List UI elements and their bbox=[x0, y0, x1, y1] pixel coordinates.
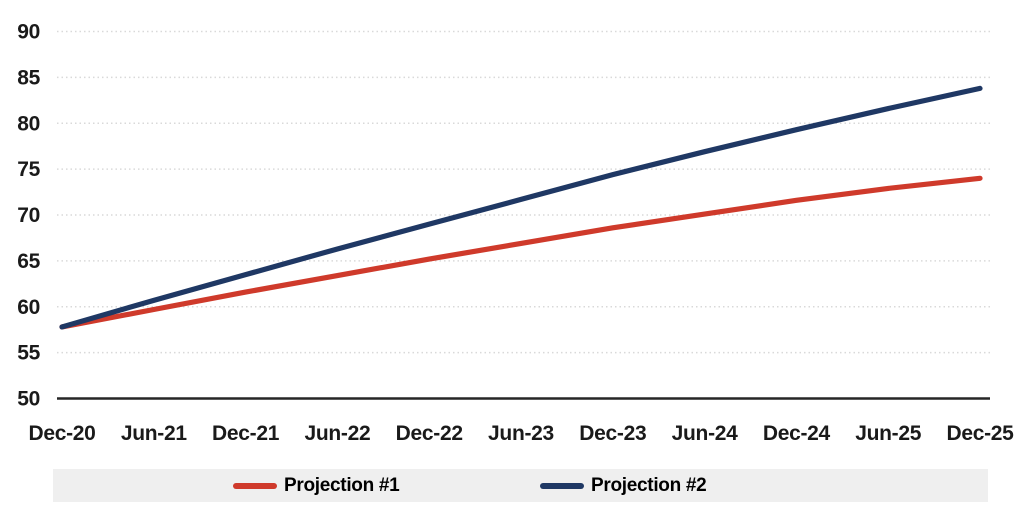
legend-swatch-projection-1 bbox=[233, 482, 277, 489]
x-axis-tick-label: Dec-23 bbox=[579, 422, 646, 445]
x-axis-tick-label: Jun-24 bbox=[672, 422, 739, 445]
line-chart-plot: 50 55 60 65 70 75 80 85 90 Dec-20 Jun-21 Dec-21 Jun-… bbox=[17, 21, 1014, 446]
y-axis-tick-label: 75 bbox=[17, 158, 40, 181]
legend-item-projection-2: Projection #2 bbox=[540, 469, 707, 502]
y-axis-tick-label: 60 bbox=[17, 296, 40, 319]
legend-label-projection-2: Projection #2 bbox=[591, 474, 707, 496]
x-axis-tick-label: Dec-24 bbox=[763, 422, 831, 445]
x-axis-tick-label: Jun-22 bbox=[304, 422, 370, 445]
y-axis-tick-label: 85 bbox=[17, 66, 40, 89]
x-axis-tick-label: Jun-25 bbox=[855, 422, 922, 445]
y-axis-tick-label: 90 bbox=[17, 21, 40, 44]
chart-legend: Projection #1 Projection #2 bbox=[53, 469, 988, 502]
x-axis-tick-label: Dec-21 bbox=[212, 422, 280, 445]
legend-swatch-projection-2 bbox=[540, 482, 584, 489]
y-axis-tick-label: 70 bbox=[17, 204, 40, 227]
y-axis-tick-label: 80 bbox=[17, 112, 40, 135]
x-axis-tick-label: Jun-21 bbox=[121, 422, 188, 445]
x-axis-tick-label: Jun-23 bbox=[488, 422, 554, 445]
x-axis-tick-label: Dec-22 bbox=[396, 422, 463, 445]
y-axis-tick-label: 65 bbox=[17, 250, 40, 273]
x-axis-tick-label: Dec-20 bbox=[28, 422, 95, 445]
y-axis-tick-label: 50 bbox=[17, 388, 40, 411]
y-axis-tick-label: 55 bbox=[17, 342, 40, 365]
legend-item-projection-1: Projection #1 bbox=[233, 469, 400, 502]
legend-label-projection-1: Projection #1 bbox=[284, 474, 400, 496]
series-line-2 bbox=[59, 85, 983, 330]
x-axis-tick-label: Dec-25 bbox=[946, 422, 1014, 445]
series-line-1 bbox=[59, 175, 983, 330]
